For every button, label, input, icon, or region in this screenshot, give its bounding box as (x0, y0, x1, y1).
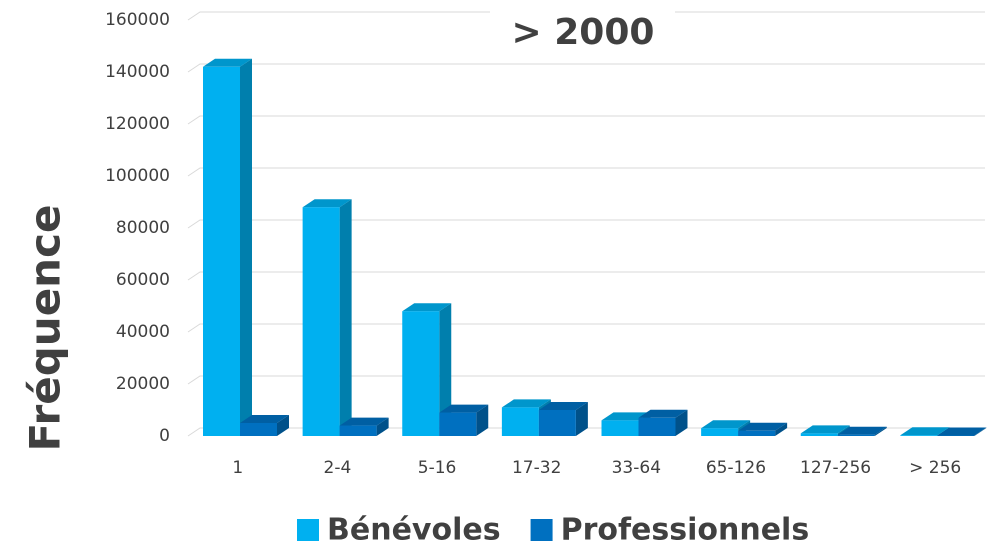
bar-top (837, 426, 887, 435)
bar-side (874, 426, 887, 436)
y-tick-label: 0 (159, 426, 170, 446)
x-tick-label: 2-4 (324, 458, 352, 478)
bar-top (601, 412, 651, 421)
grid-line (187, 375, 985, 385)
x-tick-label: 65-126 (706, 458, 766, 478)
grid-line (187, 115, 985, 125)
legend-label: Professionnels (561, 513, 810, 548)
y-tick-label: 120000 (105, 114, 170, 134)
bar (937, 435, 975, 436)
y-tick-label: 20000 (116, 374, 170, 394)
bar-top (402, 303, 452, 312)
legend-swatch (530, 519, 553, 541)
y-tick-label: 140000 (105, 62, 170, 82)
bar-top (302, 199, 352, 208)
bar-top (701, 420, 751, 429)
bar-side (675, 409, 688, 436)
bar (439, 412, 477, 436)
y-tick-label: 40000 (116, 322, 170, 342)
bar-top (738, 422, 788, 431)
bar-top (240, 415, 289, 423)
y-tick-label: 100000 (105, 166, 170, 186)
bar (203, 66, 240, 437)
x-tick-label: 33-64 (612, 458, 661, 478)
bar (800, 433, 838, 436)
bar-side (277, 415, 289, 436)
bar (900, 435, 938, 436)
grid-line (187, 63, 985, 73)
y-tick-label: 80000 (116, 218, 170, 238)
x-tick-label: > 256 (909, 458, 961, 478)
bar-side (439, 303, 452, 436)
chart-title: > 2000 (512, 12, 655, 53)
bar-top (638, 409, 688, 418)
x-tick-label: 127-256 (800, 458, 871, 478)
bar-top (439, 404, 489, 413)
grid-line (187, 323, 985, 333)
bar-side (775, 422, 788, 436)
y-tick-label: 60000 (116, 270, 170, 290)
bar-top (203, 58, 252, 67)
bar (638, 417, 676, 436)
bar-side (575, 402, 588, 436)
bar-top (501, 399, 551, 408)
grid-line (187, 167, 985, 177)
bar (538, 410, 576, 436)
x-tick-label: 5-16 (418, 458, 457, 478)
grid-line (187, 219, 985, 229)
bar (240, 423, 277, 436)
bar-side (974, 427, 987, 436)
bar (402, 311, 440, 436)
legend-label: Bénévoles (327, 513, 501, 548)
bar-side (376, 417, 389, 436)
bar (701, 428, 739, 436)
y-axis-label: Fréquence (21, 205, 70, 452)
bar (837, 434, 875, 436)
bar-side (476, 404, 489, 436)
title-box (490, 6, 675, 60)
bar (302, 207, 340, 436)
bar-side (240, 58, 252, 437)
y-tick-label: 160000 (105, 10, 170, 30)
bar-top (339, 417, 389, 426)
grid-line (187, 271, 985, 281)
grid-line (187, 11, 985, 21)
bar (339, 425, 377, 436)
bar-top (900, 427, 950, 436)
bar-top (538, 402, 588, 410)
bar-top (937, 427, 987, 436)
bar (601, 420, 639, 436)
x-tick-label: 17-32 (512, 458, 561, 478)
bar (738, 430, 776, 436)
x-tick-label: 1 (232, 458, 243, 478)
bar-side (339, 199, 352, 436)
legend-swatch (297, 519, 319, 541)
bar-top (800, 425, 850, 434)
bar (501, 407, 539, 436)
